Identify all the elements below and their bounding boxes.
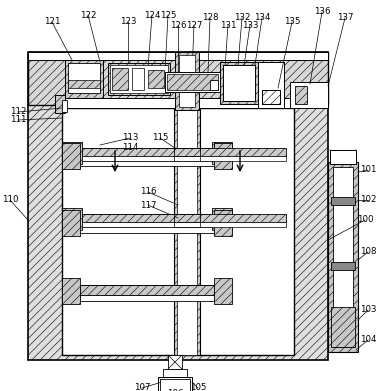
Bar (62, 208, 82, 230)
Bar (214, 278, 232, 304)
Bar (82, 222, 174, 227)
Bar (333, 167, 353, 347)
Bar (28, 52, 328, 360)
Bar (177, 108, 197, 355)
Bar (80, 160, 214, 166)
Bar (68, 63, 100, 93)
Text: 107: 107 (134, 384, 150, 391)
Bar (62, 210, 80, 236)
Text: 127: 127 (186, 20, 202, 29)
Bar (82, 148, 212, 156)
Bar (330, 150, 356, 164)
Bar (28, 52, 328, 60)
Bar (214, 143, 232, 169)
Text: 131: 131 (220, 20, 236, 29)
Bar (65, 60, 103, 98)
Text: 106: 106 (167, 389, 183, 391)
Bar (212, 208, 232, 230)
Text: 103: 103 (360, 305, 376, 314)
Text: 100: 100 (357, 215, 373, 224)
Bar (82, 156, 212, 161)
Text: 115: 115 (152, 133, 168, 142)
Bar (108, 63, 170, 95)
Text: 104: 104 (360, 335, 376, 344)
Text: 132: 132 (234, 14, 250, 23)
Text: 133: 133 (242, 20, 258, 29)
Bar (62, 142, 82, 164)
Bar (68, 80, 100, 88)
Bar (80, 217, 214, 227)
Bar (220, 62, 258, 104)
Bar (262, 90, 280, 104)
Text: 134: 134 (254, 14, 270, 23)
Bar (167, 74, 218, 90)
Text: 110: 110 (2, 196, 18, 204)
Bar (62, 98, 294, 108)
Text: 113: 113 (122, 133, 138, 142)
Bar (62, 100, 67, 112)
Text: 105: 105 (190, 384, 206, 391)
Bar (210, 80, 218, 90)
Bar (55, 95, 65, 113)
Bar (179, 55, 195, 107)
Text: 126: 126 (170, 20, 186, 29)
Text: 114: 114 (122, 143, 138, 152)
Bar (82, 214, 212, 222)
Bar (82, 222, 212, 227)
Bar (331, 262, 355, 270)
Bar (175, 52, 199, 110)
Bar (148, 70, 164, 88)
Text: 111: 111 (10, 115, 26, 124)
Bar (214, 210, 232, 236)
Text: 135: 135 (284, 18, 300, 27)
Text: 137: 137 (337, 14, 353, 23)
Text: 124: 124 (144, 11, 160, 20)
Bar (110, 65, 168, 93)
Text: 136: 136 (314, 7, 330, 16)
Text: 108: 108 (360, 248, 376, 256)
Bar (262, 90, 280, 104)
Bar (112, 68, 128, 90)
Bar (80, 150, 214, 160)
Bar (82, 156, 174, 161)
Bar (258, 62, 284, 108)
Text: 121: 121 (44, 18, 60, 27)
Bar (174, 108, 200, 355)
Bar (200, 222, 286, 227)
Bar (200, 156, 286, 161)
Bar (295, 86, 307, 104)
Bar (331, 307, 355, 347)
Bar (165, 72, 220, 92)
Bar (163, 369, 187, 377)
Bar (132, 68, 144, 90)
Bar (328, 162, 358, 352)
Bar (200, 148, 286, 156)
Text: 116: 116 (140, 188, 156, 197)
Bar (62, 108, 294, 355)
Bar (200, 214, 286, 222)
Bar (80, 285, 214, 295)
Text: 101: 101 (360, 165, 376, 174)
Bar (223, 65, 255, 101)
Text: 123: 123 (120, 18, 136, 27)
Bar (290, 82, 328, 108)
Bar (212, 142, 232, 164)
Bar (80, 295, 214, 301)
Text: 122: 122 (80, 11, 96, 20)
Bar (158, 377, 192, 391)
Bar (80, 227, 214, 233)
Text: 125: 125 (160, 11, 176, 20)
Bar (168, 355, 182, 369)
Bar (160, 379, 190, 391)
Text: 117: 117 (140, 201, 156, 210)
Bar (62, 278, 80, 304)
Bar (28, 52, 328, 105)
Bar (62, 143, 80, 169)
Bar (331, 197, 355, 205)
Text: 112: 112 (10, 108, 26, 117)
Bar (82, 148, 174, 156)
Bar (82, 214, 174, 222)
Text: 128: 128 (202, 14, 218, 23)
Text: 102: 102 (360, 196, 376, 204)
